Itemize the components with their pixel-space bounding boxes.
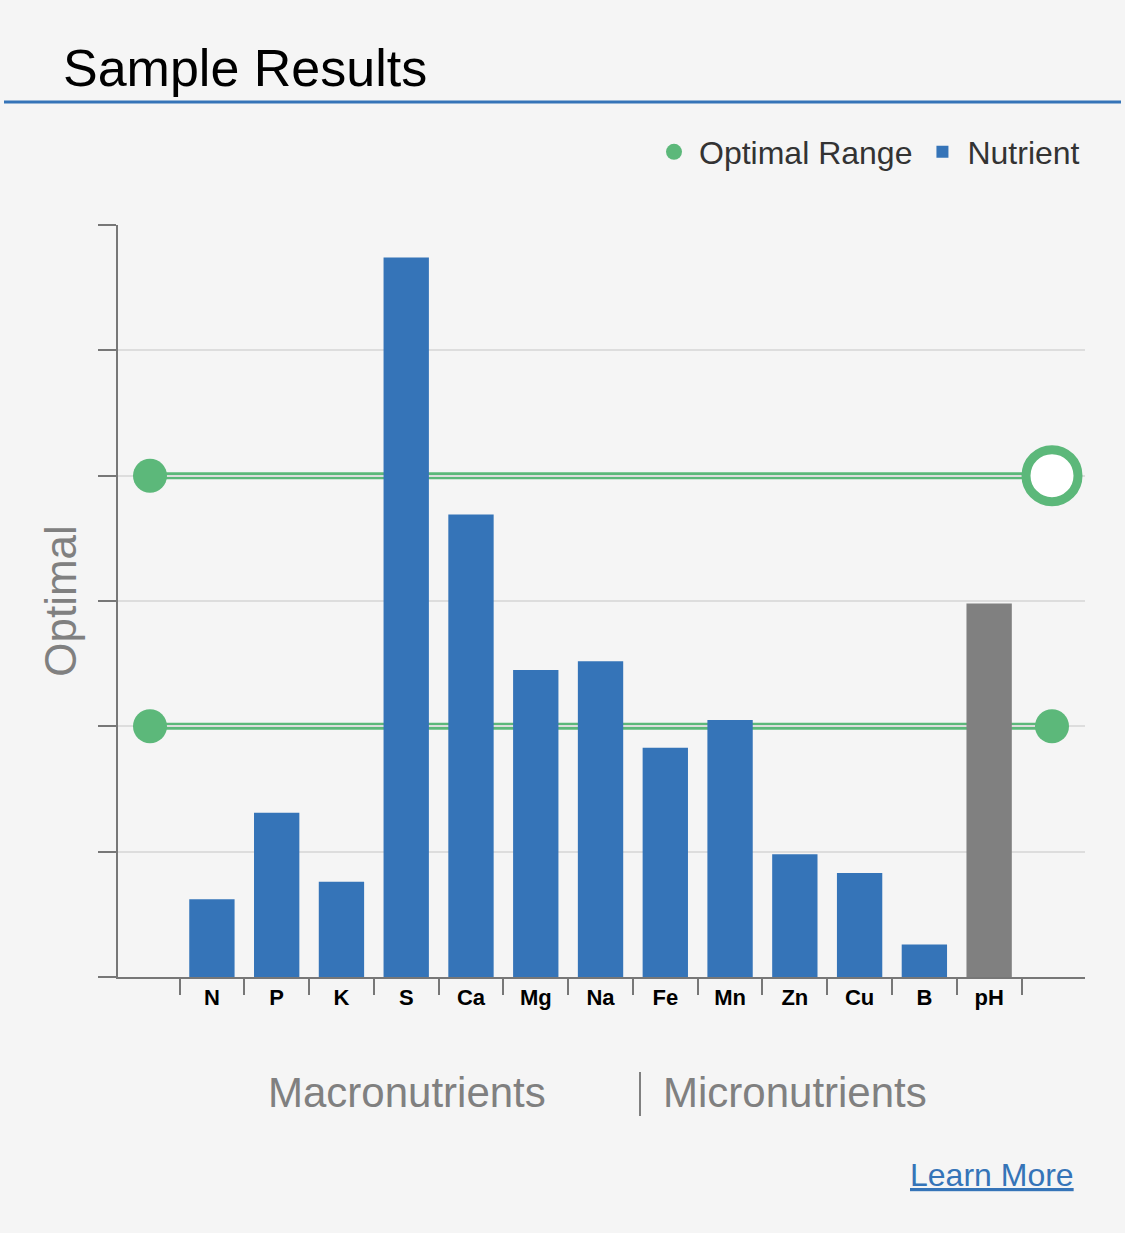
svg-text:Nutrient: Nutrient xyxy=(967,135,1079,171)
svg-text:Optimal: Optimal xyxy=(36,525,85,677)
svg-text:Na: Na xyxy=(586,985,615,1010)
svg-text:B: B xyxy=(916,985,932,1010)
svg-text:Ca: Ca xyxy=(457,985,486,1010)
svg-text:N: N xyxy=(204,985,220,1010)
svg-text:K: K xyxy=(334,985,350,1010)
svg-text:Mg: Mg xyxy=(520,985,552,1010)
svg-text:Mn: Mn xyxy=(714,985,746,1010)
svg-text:Sample Results: Sample Results xyxy=(63,39,427,97)
svg-text:Macronutrients: Macronutrients xyxy=(268,1069,546,1116)
svg-text:pH: pH xyxy=(974,985,1003,1010)
svg-text:Cu: Cu xyxy=(845,985,874,1010)
svg-text:P: P xyxy=(269,985,284,1010)
svg-text:Micronutrients: Micronutrients xyxy=(663,1069,927,1116)
svg-text:Zn: Zn xyxy=(781,985,808,1010)
svg-text:Learn More: Learn More xyxy=(910,1157,1074,1193)
svg-text:S: S xyxy=(399,985,414,1010)
svg-text:Fe: Fe xyxy=(652,985,678,1010)
svg-text:Optimal Range: Optimal Range xyxy=(699,135,912,171)
